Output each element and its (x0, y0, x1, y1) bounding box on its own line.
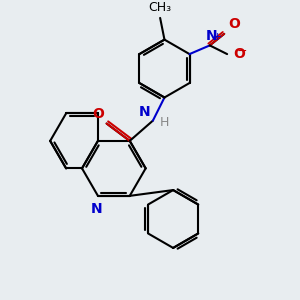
Text: O: O (92, 106, 104, 121)
Text: N: N (206, 29, 217, 43)
Text: +: + (212, 32, 222, 42)
Text: N: N (138, 105, 150, 119)
Text: O: O (233, 47, 245, 61)
Text: H: H (160, 116, 170, 129)
Text: N: N (91, 202, 102, 216)
Text: −: − (236, 45, 247, 58)
Text: CH₃: CH₃ (148, 1, 172, 13)
Text: O: O (229, 17, 241, 31)
